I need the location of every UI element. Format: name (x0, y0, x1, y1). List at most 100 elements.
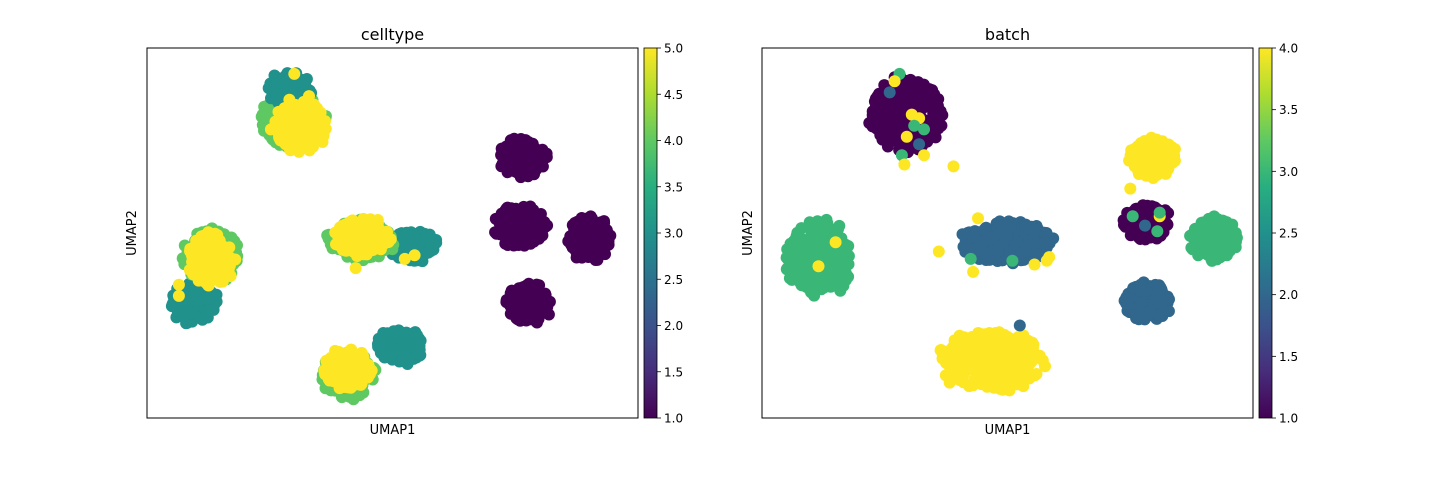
scatter-point (928, 88, 941, 101)
scatter-point (513, 235, 526, 247)
scatter-point (208, 247, 221, 260)
colorbar-tick-label: 2.0 (664, 319, 683, 333)
scatter-point (521, 137, 534, 150)
scatter-point (299, 111, 312, 124)
highlight-point (972, 212, 984, 225)
scatter-point (265, 92, 277, 105)
scatter-point (334, 238, 347, 251)
scatter-point (1001, 375, 1014, 388)
scatter-point (201, 269, 214, 282)
plot-title-batch: batch (985, 25, 1030, 44)
scatter-point (828, 253, 841, 266)
scatter-point (494, 217, 507, 230)
scatter-point (566, 241, 579, 254)
colorbar-tick-label: 1.0 (664, 412, 683, 426)
scatter-point (880, 111, 893, 124)
scatter-point (208, 236, 221, 249)
scatter-point (969, 332, 982, 345)
scatter-point (575, 243, 588, 256)
axes-frame-batch (761, 47, 1254, 419)
scatter-point (361, 359, 374, 372)
scatter-point (1156, 135, 1169, 148)
scatter-point (819, 215, 831, 228)
highlight-point (172, 278, 185, 291)
scatter-point (399, 232, 412, 245)
colorbar-tick-label: 4.0 (664, 134, 683, 148)
highlight-point (947, 160, 960, 173)
scatter-point (1004, 351, 1017, 364)
scatter-point (426, 238, 439, 251)
scatter-point (1011, 363, 1024, 375)
scatter-point (1001, 228, 1014, 241)
scatter-point (377, 344, 389, 357)
highlight-point (1151, 225, 1164, 238)
highlight-point (172, 289, 185, 302)
scatter-point (1191, 239, 1204, 252)
scatter-point (981, 335, 994, 348)
scatter-point (186, 265, 199, 278)
scatter-point (963, 226, 976, 239)
scatter-point (584, 211, 597, 224)
scatter-point (797, 239, 809, 252)
scatter-point (567, 228, 579, 241)
colorbar-tick-label: 3.0 (1279, 165, 1298, 179)
scatter-point (591, 253, 604, 266)
highlight-point (283, 93, 296, 106)
scatter-point (368, 219, 381, 232)
panel-batch: batch UMAP1 UMAP2 1.0 1.5 2.0 2.5 3.0 3.5 4.0 (741, 25, 1298, 438)
scatter-point (909, 82, 922, 94)
scatter-point (320, 354, 333, 367)
colorbar-ticks-batch: 1.0 1.5 2.0 2.5 3.0 3.5 4.0 (1272, 42, 1298, 426)
scatter-points-batch (780, 67, 1243, 397)
scatter-point (954, 346, 967, 359)
scatter-point (274, 93, 287, 105)
highlight-point (895, 149, 908, 162)
scatter-point (808, 289, 821, 302)
scatter-point (201, 305, 214, 318)
highlight-points-celltype (172, 67, 421, 302)
scatter-point (1039, 360, 1051, 373)
cluster-right-yellow (1123, 131, 1181, 184)
colorbar-tick-label: 3.0 (664, 227, 683, 241)
scatter-point (286, 83, 299, 96)
highlight-point (967, 265, 980, 278)
scatter-point (336, 348, 349, 361)
scatter-point (184, 245, 196, 258)
scatter-point (982, 372, 995, 385)
scatter-point (403, 340, 415, 353)
highlight-point (908, 119, 921, 132)
scatter-point (842, 240, 855, 252)
cluster-right-green (1184, 210, 1243, 267)
scatter-point (1163, 144, 1176, 157)
colorbar-tick-label: 1.0 (1279, 412, 1298, 426)
cluster-bottom-yellow (934, 326, 1051, 397)
scatter-point (819, 272, 831, 284)
scatter-point (970, 242, 983, 255)
scatter-point (305, 127, 318, 140)
cluster-right-purple-bottom (500, 277, 556, 329)
cluster-center-blue (956, 215, 1060, 270)
scatter-point (942, 345, 955, 358)
scatter-point (307, 102, 320, 115)
scatter-point (971, 345, 984, 358)
scatter-point (495, 207, 508, 220)
highlight-point (408, 249, 421, 262)
scatter-point (1137, 141, 1150, 153)
scatter-point (538, 292, 551, 305)
highlight-point (1139, 219, 1151, 232)
scatter-point (356, 349, 369, 362)
x-axis-label-batch: UMAP1 (985, 423, 1031, 438)
cluster-top-left-yellow (264, 95, 332, 158)
cluster-right-purple-top (495, 132, 553, 184)
scatter-point (495, 142, 508, 155)
scatter-point (817, 235, 830, 248)
highlight-points-batch (812, 67, 1166, 332)
scatter-point (224, 270, 237, 282)
scatter-point (277, 72, 290, 85)
highlight-point (1040, 254, 1053, 267)
scatter-point (836, 262, 849, 275)
scatter-point (1024, 344, 1037, 357)
scatter-point (1142, 165, 1154, 178)
scatter-point (527, 158, 540, 171)
colorbar-tick-label: 1.5 (664, 365, 683, 379)
